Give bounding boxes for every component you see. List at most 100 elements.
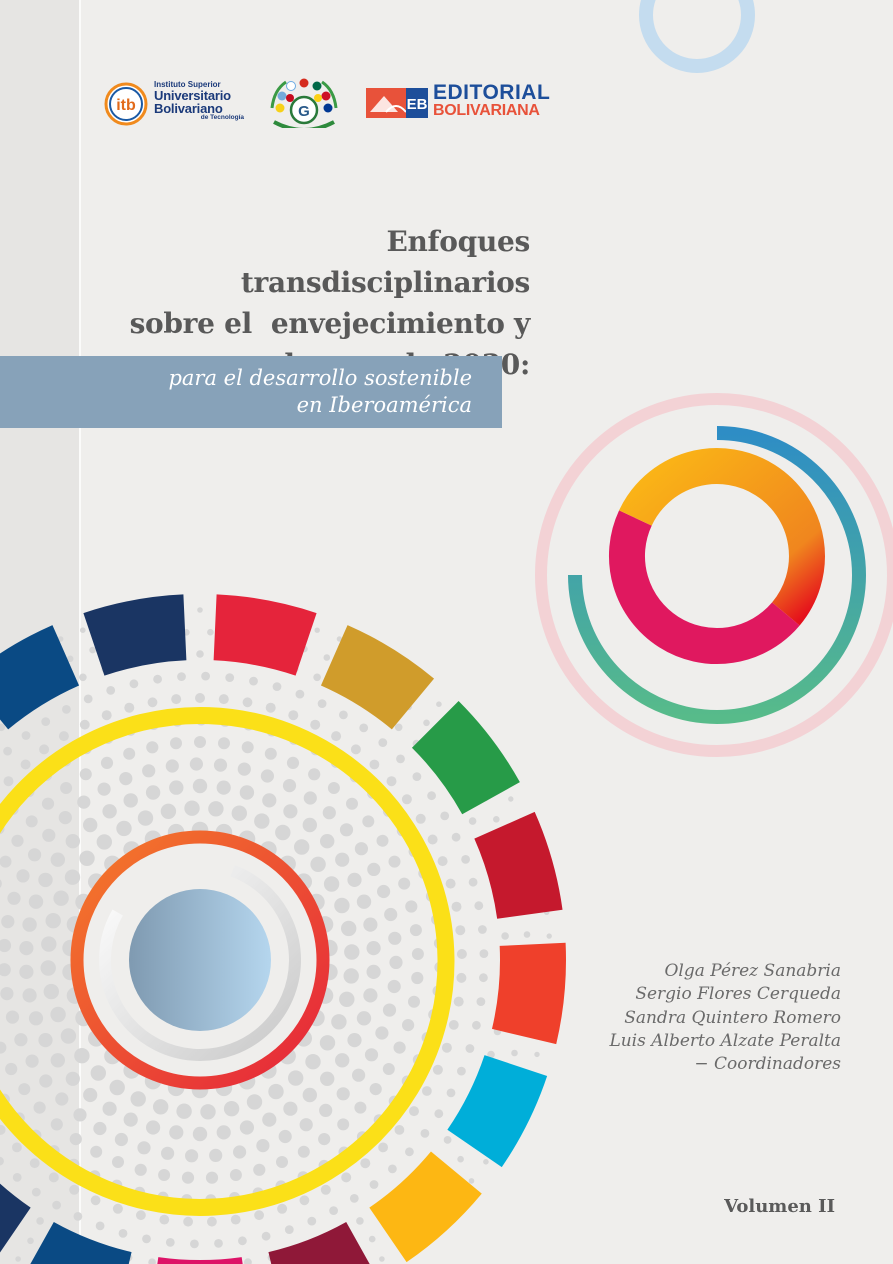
halftone-dot [386, 776, 397, 787]
halftone-dot [249, 676, 258, 686]
halftone-dot [25, 815, 38, 828]
halftone-dot [388, 1164, 397, 1174]
halftone-dot [218, 737, 230, 750]
halftone-dot [12, 1142, 22, 1153]
halftone-dot [335, 1053, 350, 1068]
halftone-dot [27, 848, 42, 862]
author-name: Olga Pérez Sanabria [664, 961, 841, 981]
halftone-dot [229, 1169, 242, 1181]
halftone-dot [457, 1066, 466, 1076]
halftone-dot [319, 1035, 336, 1051]
halftone-dot [366, 964, 381, 980]
halftone-dot [231, 805, 247, 821]
halftone-dot [427, 834, 438, 845]
halftone-dot [299, 1118, 313, 1132]
halftone-dot [339, 823, 354, 837]
halftone-dot [123, 1112, 138, 1127]
halftone-dot [264, 747, 277, 760]
halftone-dot [341, 1172, 352, 1183]
halftone-dot [369, 759, 380, 770]
sdg-wheel-segment [320, 625, 435, 730]
halftone-dot [97, 782, 111, 796]
halftone-dot [434, 1109, 444, 1119]
halftone-dot [329, 1206, 338, 1215]
halftone-dot [313, 673, 321, 682]
halftone-dot [64, 869, 81, 885]
halftone-dot [12, 1173, 22, 1182]
halftone-dot [440, 811, 450, 821]
halftone-dot [275, 824, 291, 841]
halftone-dot [415, 813, 426, 824]
halftone-dot [153, 674, 163, 684]
sdg-color-wheel [0, 594, 567, 1264]
halftone-dot [58, 731, 69, 742]
itb-wordmark: Instituto Superior Universitario Bolivar… [154, 81, 254, 122]
halftone-dot [28, 1011, 44, 1026]
halftone-dot [124, 702, 135, 713]
halftone-dot [45, 913, 61, 929]
halftone-dot [360, 1158, 371, 1169]
yellow-ring [0, 707, 455, 1216]
halftone-dot [50, 1118, 63, 1131]
subtitle-line2: en Iberoamérica [296, 393, 472, 417]
halftone-dot [33, 1101, 46, 1114]
halftone-dot [246, 1094, 263, 1110]
halftone-dot [388, 855, 401, 868]
halftone-dot [18, 1083, 31, 1096]
author-name: Sandra Quintero Romero [624, 1007, 841, 1028]
halftone-dot [21, 731, 31, 740]
halftone-dot [344, 944, 360, 960]
halftone-dot [79, 768, 92, 781]
halftone-dot [387, 979, 401, 994]
halftone-dot [334, 897, 350, 914]
halftone-dot [349, 1194, 359, 1203]
halftone-dot [213, 758, 228, 772]
halftone-dot [83, 1087, 98, 1103]
halftone-dot [337, 1118, 350, 1131]
halftone-dot [153, 1099, 169, 1115]
halftone-dot [303, 791, 317, 805]
halftone-dot [455, 925, 466, 936]
halftone-dot [50, 852, 65, 867]
halftone-dot [29, 1158, 40, 1169]
halftone-dot [41, 717, 51, 726]
halftone-dot [116, 820, 132, 837]
halftone-dot [3, 776, 14, 787]
halftone-dot [411, 971, 424, 985]
halftone-dot [239, 785, 255, 800]
halftone-dot [230, 1214, 241, 1225]
grey-inner-arc [99, 865, 301, 1061]
halftone-dot [123, 747, 136, 760]
title-line1: Enfoques transdisciplinarios [240, 225, 530, 299]
halftone-dot [112, 1203, 123, 1214]
halftone-dot [112, 1156, 124, 1168]
sdg-wheel-segment [474, 811, 563, 919]
halftone-dot [89, 646, 96, 654]
sdg-wheel-segment [268, 1221, 370, 1264]
halftone-dot [79, 719, 90, 730]
halftone-dot [216, 1125, 231, 1140]
halftone-dot [83, 694, 93, 704]
sdg-wheel-segment [0, 1183, 31, 1253]
halftone-dot [41, 797, 55, 810]
title-line2: sobre el envejecimiento y [129, 307, 531, 340]
halftone-dot [159, 1214, 170, 1225]
halftone-dot [282, 779, 297, 793]
halftone-dot [523, 931, 531, 938]
halftone-dot [276, 1156, 288, 1168]
halftone-dot [405, 1147, 414, 1157]
halftone-dot [244, 1258, 252, 1264]
halftone-dot [314, 627, 320, 633]
halftone-dot [402, 1019, 415, 1032]
halftone-dot [40, 960, 56, 976]
halftone-dot [101, 710, 112, 721]
halftone-dot [218, 694, 229, 705]
halftone-dot [142, 1234, 151, 1244]
halftone-dot [95, 1221, 105, 1231]
halftone-dot [283, 1101, 298, 1116]
halftone-dot [123, 793, 138, 808]
halftone-dot [288, 710, 299, 721]
halftone-dot [305, 1054, 321, 1070]
top-ring [639, 0, 755, 73]
halftone-dot [283, 804, 298, 819]
